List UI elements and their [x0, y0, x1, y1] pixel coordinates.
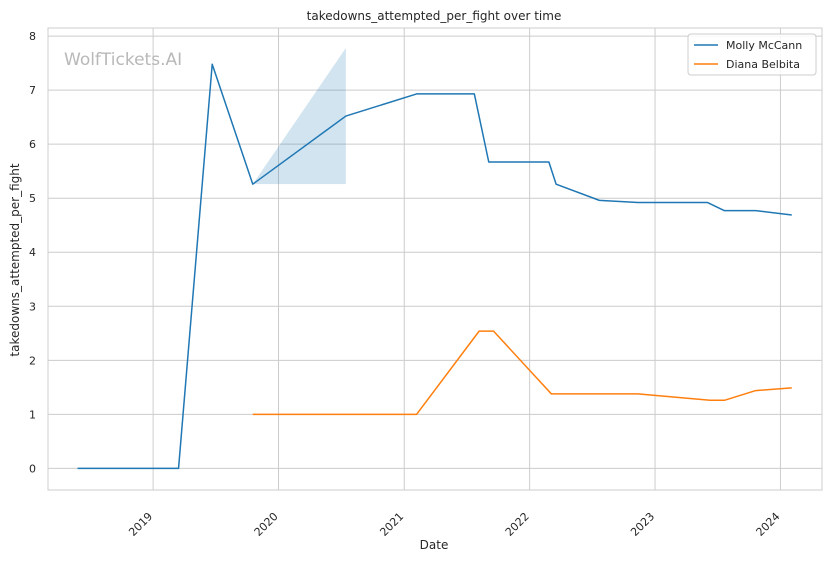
y-tick-label: 5	[29, 192, 36, 205]
y-tick-label: 4	[29, 246, 36, 259]
series-lines	[77, 63, 792, 470]
legend: Molly McCann Diana Belbita	[687, 33, 817, 76]
band-molly-mccann	[252, 47, 346, 185]
series-line-molly-mccann	[77, 63, 792, 470]
confidence-bands	[252, 47, 346, 185]
y-tick-label: 2	[29, 354, 36, 367]
y-tick-labels: 0 1 2 3 4 5 6 7 8	[29, 30, 36, 475]
legend-box	[687, 33, 817, 76]
y-tick-label: 1	[29, 408, 36, 421]
y-axis-label: takedowns_attempted_per_fight	[8, 163, 22, 356]
y-tick-label: 7	[29, 84, 36, 97]
y-tick-label: 6	[29, 138, 36, 151]
watermark: WolfTickets.AI	[64, 50, 182, 70]
plot-area	[47, 27, 823, 491]
legend-label-molly-mccann: Molly McCann	[726, 39, 802, 52]
legend-label-diana-belbita: Diana Belbita	[726, 58, 800, 71]
chart-title: takedowns_attempted_per_fight over time	[307, 9, 562, 23]
series-line-diana-belbita	[252, 330, 792, 416]
y-tick-label: 3	[29, 300, 36, 313]
y-tick-label: 8	[29, 30, 36, 43]
grid-lines	[48, 28, 822, 490]
y-tick-label: 0	[29, 462, 36, 475]
x-axis-label: Date	[420, 538, 449, 552]
